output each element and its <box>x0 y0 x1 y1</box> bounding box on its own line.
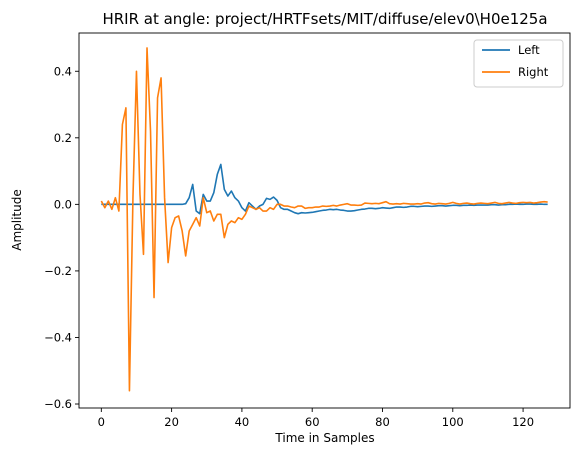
x-tick-label: 20 <box>164 415 179 429</box>
x-tick-label: 120 <box>512 415 534 429</box>
chart-title: HRIR at angle: project/HRTFsets/MIT/diff… <box>102 10 547 28</box>
y-tick-label: −0.4 <box>44 330 72 344</box>
x-tick-label: 60 <box>305 415 320 429</box>
x-tick-label: 0 <box>98 415 105 429</box>
x-axis-label: Time in Samples <box>274 431 374 445</box>
legend: Left Right <box>473 39 564 88</box>
y-tick-label: 0.4 <box>54 64 72 78</box>
series-line-right <box>100 47 548 392</box>
series-lines <box>100 47 548 392</box>
x-tick-label: 80 <box>375 415 390 429</box>
y-tick-label: 0.2 <box>54 131 72 145</box>
y-tick-label: −0.6 <box>44 397 72 411</box>
plot-area-frame <box>78 32 571 409</box>
legend-box <box>473 39 564 88</box>
y-tick-label: 0.0 <box>54 197 72 211</box>
y-tick-label: −0.2 <box>44 264 72 278</box>
x-tick-label: 40 <box>235 415 250 429</box>
legend-label-left: Left <box>518 43 540 57</box>
x-tick-label: 100 <box>442 415 464 429</box>
x-axis: 0 20 40 60 80 100 120 <box>98 408 534 429</box>
y-axis-label: Amplitude <box>10 189 24 251</box>
legend-label-right: Right <box>518 65 549 79</box>
y-axis: −0.6 −0.4 −0.2 0.0 0.2 0.4 <box>44 64 79 411</box>
series-line-left <box>101 163 548 215</box>
